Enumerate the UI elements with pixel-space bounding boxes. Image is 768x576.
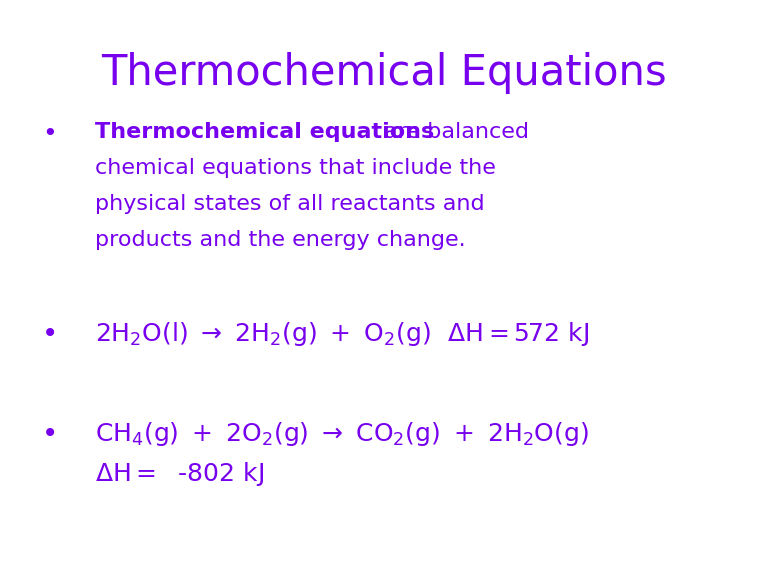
Text: $\mathregular{2H_2O(l)\ \rightarrow\ 2H_2(g)\ +\ O_2(g)\ \ \Delta H = 572\ kJ}$: $\mathregular{2H_2O(l)\ \rightarrow\ 2H_… bbox=[95, 320, 589, 348]
Text: Thermochemical Equations: Thermochemical Equations bbox=[101, 52, 667, 94]
Text: $\mathregular{CH_4(g)\ +\ 2O_2(g)\ \rightarrow\ CO_2(g)\ +\ 2H_2O(g)}$: $\mathregular{CH_4(g)\ +\ 2O_2(g)\ \righ… bbox=[95, 420, 589, 448]
Text: Thermochemical equations: Thermochemical equations bbox=[95, 122, 434, 142]
Text: $\mathregular{\Delta H =\ \ \text{-}802\ kJ}$: $\mathregular{\Delta H =\ \ \text{-}802\… bbox=[95, 460, 264, 488]
Text: chemical equations that include the: chemical equations that include the bbox=[95, 158, 496, 178]
Text: are balanced: are balanced bbox=[377, 122, 529, 142]
Text: •: • bbox=[43, 122, 58, 146]
Text: •: • bbox=[42, 420, 58, 448]
Text: •: • bbox=[42, 320, 58, 348]
Text: products and the energy change.: products and the energy change. bbox=[95, 230, 465, 250]
Text: physical states of all reactants and: physical states of all reactants and bbox=[95, 194, 485, 214]
